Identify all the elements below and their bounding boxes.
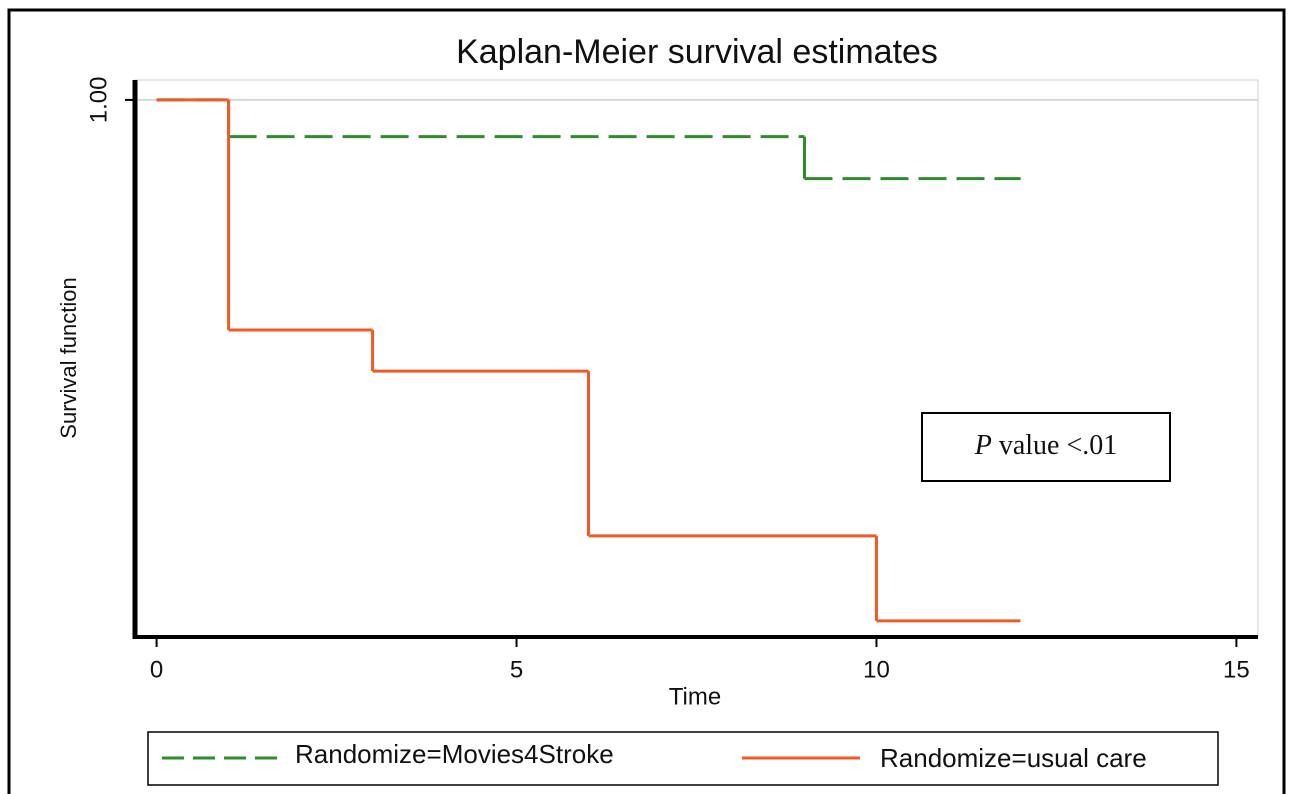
chart-title: Kaplan-Meier survival estimates [456, 33, 938, 71]
annotation-box [921, 412, 1171, 482]
x-tick-label: 0 [150, 656, 163, 683]
x-tick-label: 5 [510, 656, 523, 683]
y-tick-label: 1.00 [85, 77, 112, 124]
outer-frame [7, 8, 1286, 794]
x-tick-label: 15 [1223, 656, 1250, 683]
y-axis-label: Survival function [56, 277, 81, 438]
annotation: P value <.01 [974, 430, 1118, 461]
legend-label: Randomize=usual care [880, 743, 1147, 773]
annotation-text: value <.01 [999, 430, 1117, 461]
legend-label: Randomize=Movies4Stroke [295, 739, 614, 769]
plot-area [125, 80, 1258, 647]
x-axis-label: Time [669, 683, 721, 710]
annotation-italic: P [974, 430, 992, 461]
x-tick-label: 10 [863, 656, 890, 683]
legend-box [147, 731, 1219, 786]
